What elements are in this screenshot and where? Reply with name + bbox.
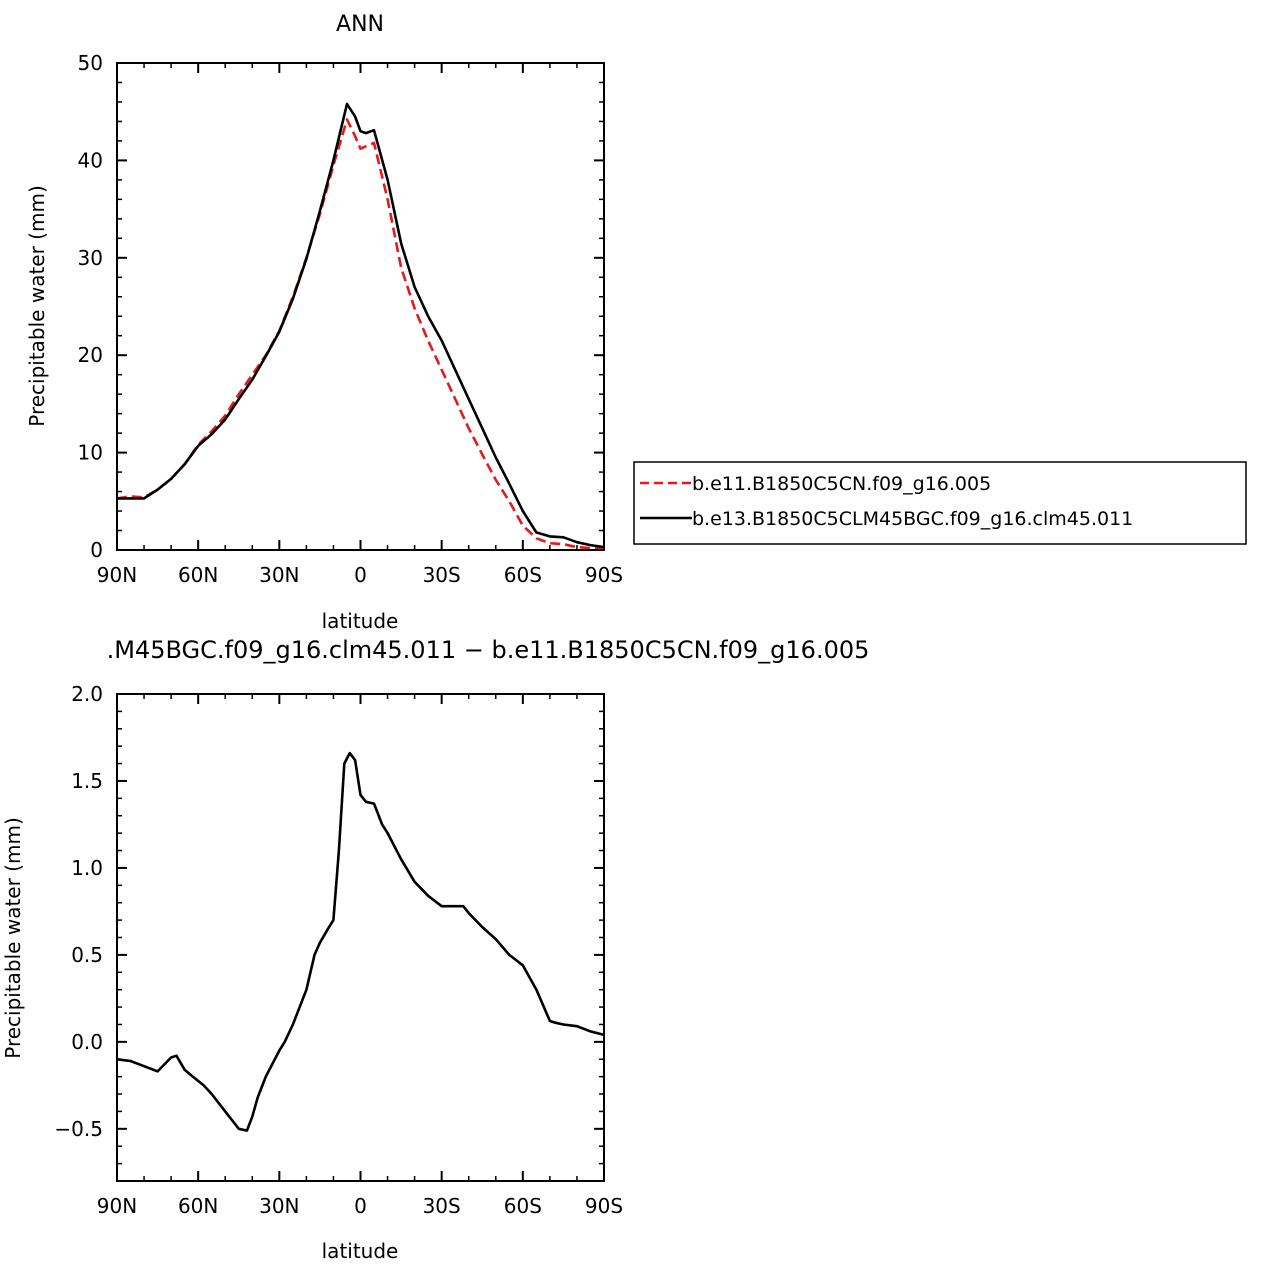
bottom-xtick-label: 30N	[259, 1194, 299, 1218]
top-panel: ANN 90N 60N 30N 0 30S 60S 90S 0 10 20 30 40 50 latit…	[25, 12, 1247, 633]
top-ylabel: Precipitable water (mm)	[25, 185, 49, 427]
legend-box	[633, 461, 1247, 545]
bottom-xtick-label: 90N	[97, 1194, 137, 1218]
bottom-ytick-label: −0.5	[54, 1117, 103, 1141]
bottom-ytick-label: 0.5	[71, 943, 103, 967]
top-series-line-1	[116, 118, 605, 551]
bottom-series-line-1	[116, 751, 605, 1132]
top-series-group	[116, 102, 605, 551]
bottom-plot-frame	[116, 693, 605, 1182]
top-xtick-label: 0	[354, 563, 367, 587]
bottom-series-group	[116, 751, 605, 1132]
legend-label-series-1: b.e11.B1850C5CN.f09_g16.005	[692, 473, 991, 495]
top-ytick-label: 10	[78, 441, 103, 465]
bottom-ytick-label: 1.0	[71, 856, 103, 880]
top-plot-frame	[116, 62, 605, 551]
top-ytick-label: 0	[90, 538, 103, 562]
top-xlabel: latitude	[322, 609, 399, 633]
bottom-ylabel: Precipitable water (mm)	[1, 817, 25, 1059]
top-title: ANN	[336, 12, 384, 37]
bottom-xtick-label: 60S	[504, 1194, 542, 1218]
bottom-title: .M45BGC.f09_g16.clm45.011 − b.e11.B1850C…	[107, 636, 870, 664]
bottom-xtick-label: 0	[354, 1194, 367, 1218]
bottom-xtick-label: 90S	[585, 1194, 623, 1218]
top-ytick-label: 20	[78, 343, 103, 367]
legend: b.e11.B1850C5CN.f09_g16.005 b.e13.B1850C…	[633, 461, 1247, 545]
top-xtick-label: 30S	[423, 563, 461, 587]
top-xtick-label: 30N	[259, 563, 299, 587]
top-xtick-label: 90N	[97, 563, 137, 587]
bottom-xlabel: latitude	[322, 1239, 399, 1263]
top-ticks-group: 90N 60N 30N 0 30S 60S 90S 0 10 20 30 40 50	[78, 51, 624, 587]
bottom-ytick-label: 1.5	[71, 769, 103, 793]
bottom-ytick-label: 0.0	[71, 1030, 103, 1054]
bottom-panel: .M45BGC.f09_g16.clm45.011 − b.e11.B1850C…	[1, 636, 869, 1263]
bottom-ytick-label: 2.0	[71, 682, 103, 706]
bottom-xtick-label: 60N	[178, 1194, 218, 1218]
top-ytick-label: 40	[78, 148, 103, 172]
top-xtick-label: 60S	[504, 563, 542, 587]
bottom-xtick-label: 30S	[423, 1194, 461, 1218]
legend-label-series-2: b.e13.B1850C5CLM45BGC.f09_g16.clm45.011	[692, 508, 1133, 530]
top-ytick-label: 30	[78, 246, 103, 270]
top-xtick-label: 90S	[585, 563, 623, 587]
bottom-ticks-group: 90N 60N 30N 0 30S 60S 90S −0.5 0.0 0.5 1.0 1.5 2.0	[54, 682, 623, 1218]
top-series-line-2	[117, 102, 605, 549]
top-ytick-label: 50	[78, 51, 103, 75]
top-xtick-label: 60N	[178, 563, 218, 587]
